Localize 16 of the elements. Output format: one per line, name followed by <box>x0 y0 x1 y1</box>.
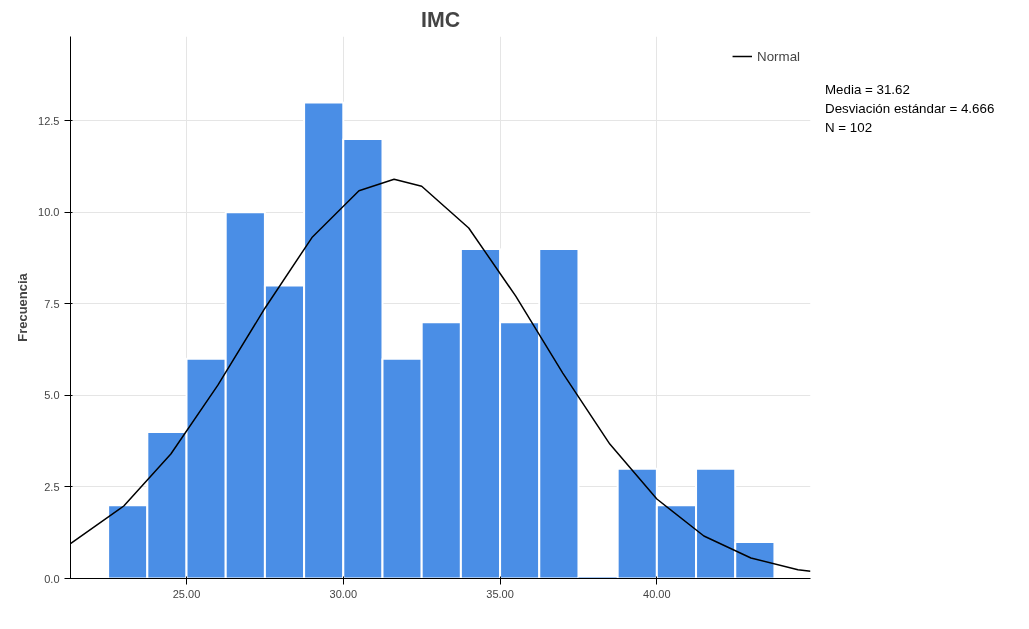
x-tick-label: 25.00 <box>172 587 201 600</box>
y-axis-title: Frecuencia <box>15 272 31 342</box>
x-tick-label: 35.00 <box>486 587 514 600</box>
y-tick-label: 10.0 <box>38 206 60 219</box>
y-tick-label: 2.5 <box>44 480 60 493</box>
y-tick-label: 12.5 <box>38 114 60 127</box>
text: Media = 31.62 <box>825 82 910 97</box>
chart-title: IMC <box>420 7 461 32</box>
y-tick-label: 7.5 <box>44 297 60 310</box>
y-tick-label: 0.0 <box>44 572 60 585</box>
legend-label: Normal <box>757 48 800 64</box>
text: Desviación estándar = 4.666 <box>825 101 995 117</box>
y-tick-label: 5.0 <box>44 389 60 402</box>
x-tick-label: 30.00 <box>329 587 358 600</box>
x-tick-label: 40.00 <box>643 587 671 600</box>
text: N = 102 <box>825 120 873 136</box>
